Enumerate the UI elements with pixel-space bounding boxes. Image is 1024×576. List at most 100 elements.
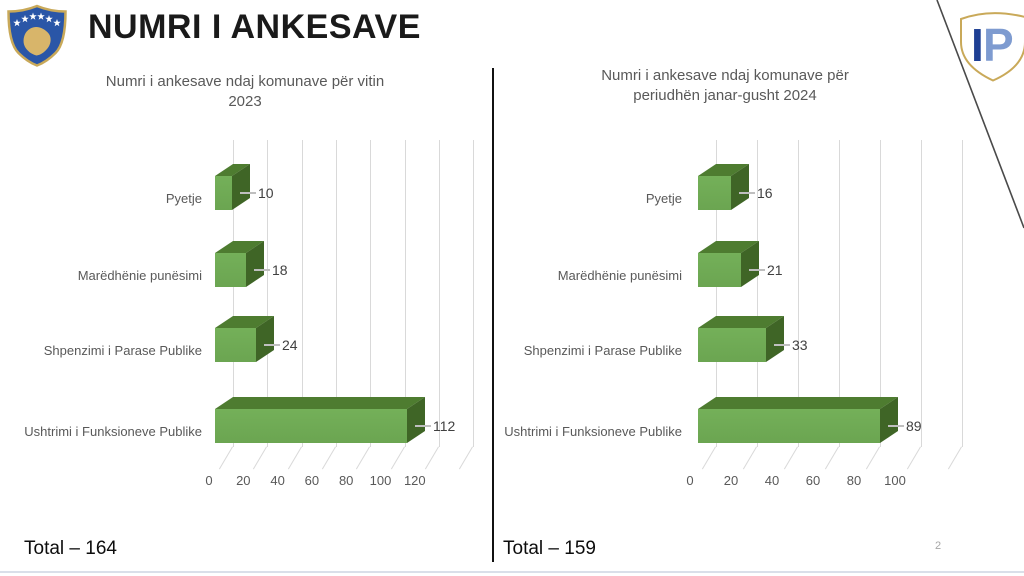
bar-top-face — [215, 397, 425, 409]
bar-front-face — [215, 253, 246, 287]
axis-floor-tick — [458, 446, 474, 470]
axis-floor-tick — [947, 446, 962, 470]
bar-3d — [698, 241, 759, 287]
kosovo-emblem-icon — [7, 4, 67, 67]
bar-top-face — [215, 316, 274, 328]
emblem-kosovo-map — [23, 27, 51, 56]
bar-front-face — [698, 328, 766, 362]
total-2023: Total – 164 — [24, 538, 117, 559]
bar-value-label: 89 — [906, 418, 922, 434]
x-tick-label: 80 — [338, 473, 354, 488]
x-tick-label: 60 — [805, 473, 821, 488]
bar-side-face — [232, 164, 250, 210]
chart-title-2023: Numri i ankesave ndaj komunave për vitin… — [60, 72, 430, 112]
ip-logo-letter-p: P — [983, 19, 1014, 71]
bar-top-face — [698, 241, 759, 253]
x-tick-label: 0 — [205, 473, 213, 488]
x-tick-label: 120 — [403, 473, 426, 488]
axis-floor-tick — [783, 446, 798, 470]
bar-top-face — [698, 397, 898, 409]
chart-title-2024-line1: Numri i ankesave ndaj komunave për — [601, 67, 849, 84]
bar-front-face — [698, 409, 880, 443]
value-leader-line — [888, 425, 904, 427]
bottom-accent-line — [0, 571, 1024, 573]
category-label: Ushtrimi i Funksioneve Publike — [24, 424, 202, 439]
value-leader-line — [240, 192, 256, 194]
bar-front-face — [698, 176, 731, 210]
category-label: Shpenzimi i Parase Publike — [523, 343, 682, 358]
value-leader-line — [264, 344, 280, 346]
bar-side-face — [246, 241, 264, 287]
gridline — [233, 140, 234, 447]
gridline — [921, 140, 922, 447]
bar-3d — [215, 241, 264, 287]
bar-3d — [698, 316, 784, 362]
bar-value-label: 33 — [792, 337, 808, 353]
page-number: 2 — [935, 540, 942, 552]
x-tick-label: 20 — [723, 473, 739, 488]
bar-top-face — [698, 316, 784, 328]
chart-title-2023-line2: 2023 — [228, 93, 262, 110]
bar-side-face — [407, 397, 425, 443]
ip-logo-letter-i: I — [971, 19, 984, 71]
bar-value-label: 21 — [767, 262, 783, 278]
bar-front-face — [215, 176, 232, 210]
x-tick-label: 60 — [304, 473, 320, 488]
axis-floor-tick — [390, 446, 405, 470]
bar-front-face — [215, 409, 407, 443]
category-label: Marëdhënie punësimi — [77, 268, 202, 283]
axis-floor-tick — [218, 446, 233, 470]
x-tick-label: 20 — [236, 473, 251, 488]
gridline — [301, 140, 303, 447]
x-tick-label: 40 — [270, 473, 285, 488]
axis-floor-tick — [321, 446, 336, 470]
gridline — [404, 140, 406, 447]
bar-side-face — [741, 241, 759, 287]
bar-value-label: 24 — [282, 337, 298, 353]
value-leader-line — [749, 269, 765, 271]
ip-logo-shield — [960, 12, 1024, 82]
x-tick-label: 0 — [686, 473, 694, 488]
category-label: Pyetje — [165, 191, 202, 206]
gridline — [962, 140, 963, 447]
bar-value-label: 112 — [433, 418, 456, 434]
value-leader-line — [415, 425, 431, 427]
bar-value-label: 10 — [258, 185, 274, 201]
bar-front-face — [698, 253, 741, 287]
gridline — [716, 140, 717, 447]
vertical-divider — [492, 68, 494, 562]
bar-3d — [698, 397, 898, 443]
gridline — [839, 140, 840, 447]
bar-side-face — [256, 316, 274, 362]
gridline — [880, 140, 881, 447]
axis-floor-tick — [824, 446, 839, 470]
bar-side-face — [731, 164, 749, 210]
gridline — [267, 140, 269, 447]
value-leader-line — [739, 192, 755, 194]
gridline — [757, 140, 758, 447]
bar-3d — [698, 164, 749, 210]
category-label: Ushtrimi i Funksioneve Publike — [504, 424, 682, 439]
gridline — [798, 140, 799, 447]
bar-3d — [215, 164, 250, 210]
value-leader-line — [254, 269, 270, 271]
axis-floor-tick — [906, 446, 921, 470]
page-title: NUMRI I ANKESAVE — [88, 8, 421, 46]
chart-title-2024-line2: periudhën janar-gusht 2024 — [633, 87, 817, 104]
axis-floor-tick — [701, 446, 716, 470]
axis-floor-tick — [742, 446, 757, 470]
bar-side-face — [880, 397, 898, 443]
axis-floor-tick — [253, 446, 268, 470]
x-tick-label: 40 — [764, 473, 780, 488]
bar-side-face — [766, 316, 784, 362]
x-tick-label: 100 — [884, 473, 906, 488]
x-tick-label: 80 — [846, 473, 862, 488]
gridline — [438, 140, 440, 447]
bar-3d — [215, 316, 274, 362]
gridline — [335, 140, 337, 447]
value-leader-line — [774, 344, 790, 346]
total-2024: Total – 159 — [503, 538, 596, 559]
axis-floor-tick — [356, 446, 371, 470]
chart-title-2023-line1: Numri i ankesave ndaj komunave për vitin — [105, 73, 385, 90]
